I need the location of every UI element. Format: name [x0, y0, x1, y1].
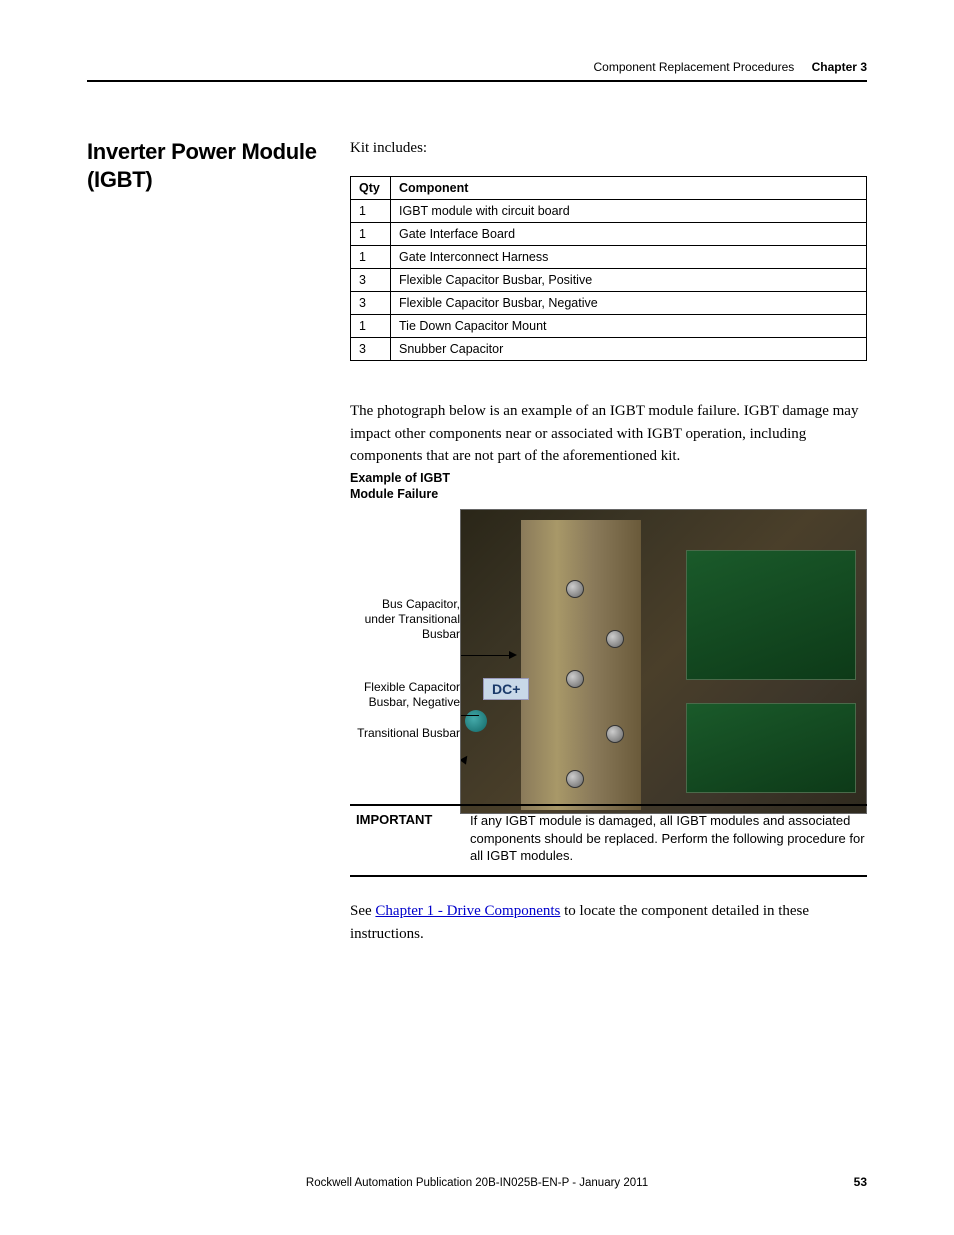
- paragraph-see-chapter: See Chapter 1 - Drive Components to loca…: [350, 900, 867, 945]
- igbt-failure-photo: DC+: [460, 509, 867, 814]
- photo-bolt: [566, 580, 584, 598]
- figure-callouts: Bus Capacitor, under Transitional Busbar…: [350, 509, 460, 741]
- table-row: 3Flexible Capacitor Busbar, Positive: [351, 269, 867, 292]
- link-chapter1[interactable]: Chapter 1 - Drive Components: [375, 903, 560, 919]
- photo-bolt: [606, 725, 624, 743]
- callout-arrowhead: [460, 753, 471, 764]
- section-title: Inverter Power Module (IGBT): [87, 138, 327, 193]
- header-rule: [87, 80, 867, 82]
- cell-qty: 3: [351, 269, 391, 292]
- photo-bolt: [606, 630, 624, 648]
- header-section: Component Replacement Procedures: [594, 60, 795, 74]
- cell-qty: 1: [351, 246, 391, 269]
- photo-busbar: [521, 520, 641, 810]
- table-row: 1Gate Interconnect Harness: [351, 246, 867, 269]
- table-header-row: Qty Component: [351, 177, 867, 200]
- col-component: Component: [391, 177, 867, 200]
- page-header: Component Replacement Procedures Chapter…: [594, 60, 867, 74]
- cell-comp: Gate Interconnect Harness: [391, 246, 867, 269]
- callout-arrow: [461, 655, 511, 657]
- important-box: IMPORTANT If any IGBT module is damaged,…: [350, 804, 867, 877]
- table-row: 3Snubber Capacitor: [351, 338, 867, 361]
- cell-comp: Tie Down Capacitor Mount: [391, 315, 867, 338]
- table-row: 3Flexible Capacitor Busbar, Negative: [351, 292, 867, 315]
- table-row: 1Gate Interface Board: [351, 223, 867, 246]
- important-label: IMPORTANT: [350, 812, 470, 865]
- cell-qty: 1: [351, 223, 391, 246]
- photo-circuit-board: [686, 550, 856, 680]
- photo-capacitor: [465, 710, 487, 732]
- callout-flex-busbar-neg: Flexible Capacitor Busbar, Negative: [350, 680, 460, 710]
- header-chapter: Chapter 3: [812, 60, 867, 74]
- kit-intro: Kit includes:: [350, 140, 427, 157]
- cell-qty: 1: [351, 200, 391, 223]
- cell-comp: Flexible Capacitor Busbar, Positive: [391, 269, 867, 292]
- callout-arrowhead: [509, 651, 517, 659]
- page-number: 53: [854, 1175, 867, 1189]
- cell-comp: IGBT module with circuit board: [391, 200, 867, 223]
- figure-caption: Example of IGBT Module Failure: [350, 470, 460, 503]
- dc-plus-label: DC+: [483, 678, 529, 700]
- cell-qty: 3: [351, 338, 391, 361]
- cell-qty: 1: [351, 315, 391, 338]
- photo-bolt: [566, 770, 584, 788]
- para2-pre: See: [350, 903, 375, 919]
- figure-block: Example of IGBT Module Failure Bus Capac…: [350, 470, 867, 814]
- cell-comp: Flexible Capacitor Busbar, Negative: [391, 292, 867, 315]
- kit-table: Qty Component 1IGBT module with circuit …: [350, 176, 867, 361]
- callout-arrow: [461, 715, 479, 717]
- callout-bus-capacitor: Bus Capacitor, under Transitional Busbar: [350, 597, 460, 642]
- photo-bolt: [566, 670, 584, 688]
- table-row: 1Tie Down Capacitor Mount: [351, 315, 867, 338]
- callout-transitional-busbar: Transitional Busbar: [350, 726, 460, 741]
- cell-comp: Gate Interface Board: [391, 223, 867, 246]
- cell-comp: Snubber Capacitor: [391, 338, 867, 361]
- photo-circuit-board: [686, 703, 856, 793]
- important-text: If any IGBT module is damaged, all IGBT …: [470, 812, 867, 865]
- footer-publication: Rockwell Automation Publication 20B-IN02…: [0, 1177, 954, 1189]
- table-row: 1IGBT module with circuit board: [351, 200, 867, 223]
- col-qty: Qty: [351, 177, 391, 200]
- cell-qty: 3: [351, 292, 391, 315]
- paragraph-intro: The photograph below is an example of an…: [350, 400, 867, 468]
